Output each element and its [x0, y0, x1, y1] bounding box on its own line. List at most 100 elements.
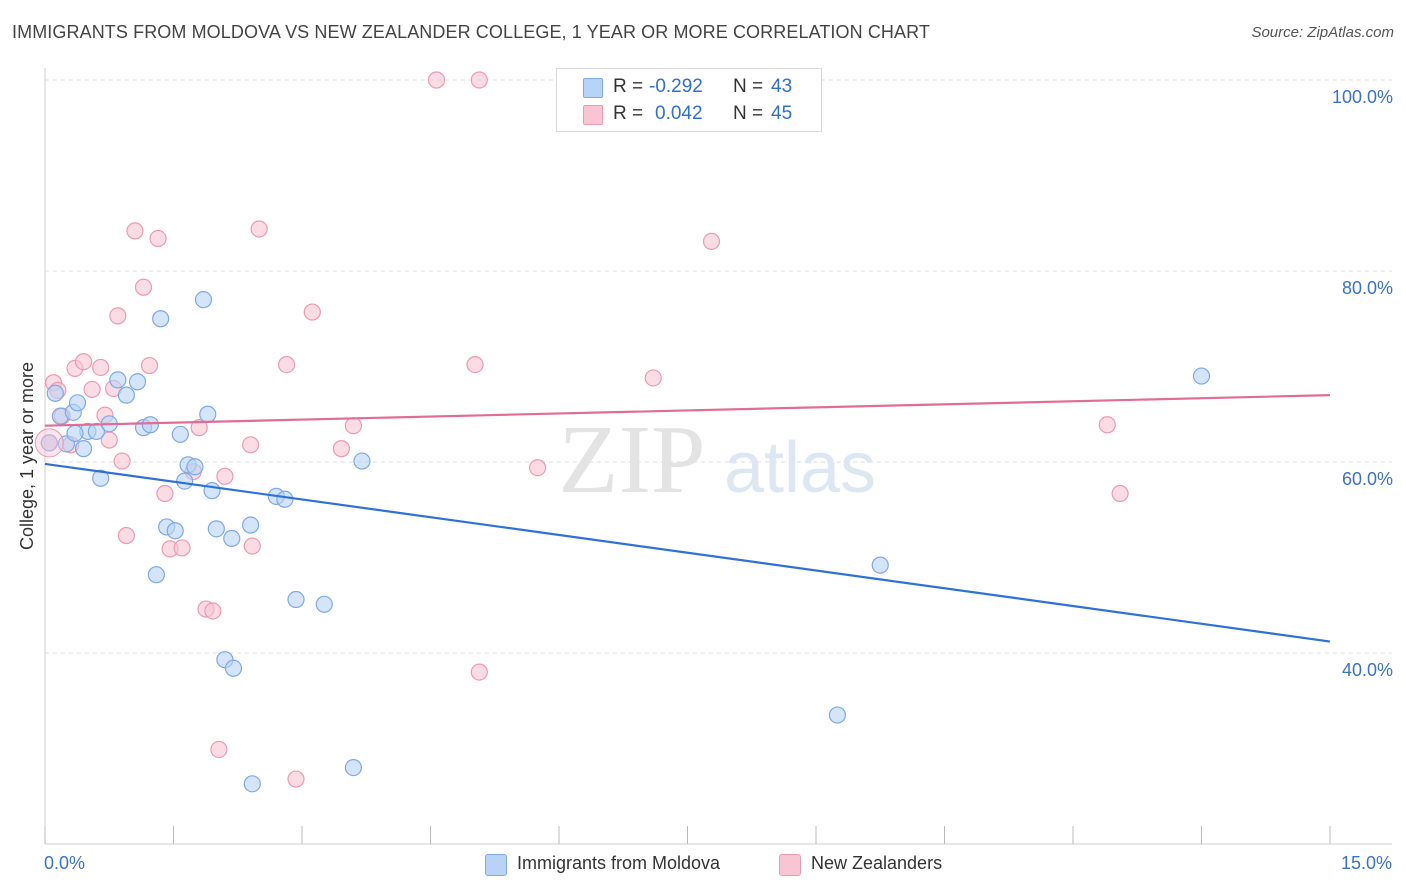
nz-point [287, 770, 305, 788]
y-axis-label: College, 1 year or more [17, 362, 37, 550]
legend-swatch-blue [485, 854, 507, 876]
nz-point [1111, 484, 1129, 503]
moldova-point [128, 373, 147, 391]
moldova-point [223, 529, 241, 548]
nz-trendline [44, 394, 1331, 427]
nz-point [277, 355, 296, 374]
watermark-atlas: atlas [724, 428, 876, 508]
legend-swatch-blue [583, 78, 603, 98]
y-tick-label: 100.0% [1332, 87, 1393, 107]
moldova-point [287, 590, 305, 609]
moldova-point [171, 425, 189, 443]
legend-r-value: -0.292 [649, 76, 703, 97]
watermark-zip: ZIP [559, 406, 706, 514]
moldova-point [68, 394, 87, 412]
x-tick-label-min: 0.0% [44, 853, 85, 873]
legend-swatch-pink [583, 105, 603, 125]
moldova-point [186, 458, 204, 476]
nz-point [149, 229, 167, 248]
y-tick-label: 40.0% [1342, 660, 1393, 680]
legend-n-value: 45 [771, 103, 793, 124]
moldova-point [176, 472, 194, 490]
moldova-point [207, 520, 225, 538]
nz-point [242, 436, 260, 454]
nz-point [644, 369, 662, 387]
nz-point [216, 467, 234, 485]
nz-point [156, 484, 174, 503]
moldova-point [344, 758, 362, 777]
nz-point [250, 220, 268, 238]
legend-label-nz: New Zealanders [811, 853, 943, 873]
nz-point [113, 452, 131, 470]
moldova-point [166, 522, 184, 540]
grid-layer [45, 79, 1392, 654]
trend-layer [44, 394, 1331, 643]
moldova-point [152, 310, 170, 328]
legend-label-moldova: Immigrants from Moldova [517, 853, 721, 873]
moldova-point [203, 482, 221, 500]
nz-point [702, 232, 721, 250]
y-tick-labels: 40.0% 60.0% 80.0% 100.0% [1332, 87, 1393, 680]
nz-point [92, 358, 110, 377]
nz-point [190, 419, 208, 437]
moldova-point [224, 659, 243, 677]
moldova-point [92, 469, 110, 487]
nz-point [427, 71, 446, 89]
legend-swatch-pink [779, 854, 801, 876]
nz-point [303, 303, 321, 321]
nz-point [344, 417, 362, 435]
moldova-trendline [44, 462, 1331, 643]
moldova-point [40, 434, 58, 452]
legend-n-label: N = [733, 76, 764, 97]
nz-point [470, 71, 488, 89]
moldova-point [66, 424, 84, 442]
moldova-point [109, 371, 127, 389]
nz-point [210, 740, 228, 759]
chart-title: IMMIGRANTS FROM MOLDOVA VS NEW ZEALANDER… [12, 22, 931, 42]
moldova-point [1192, 367, 1211, 385]
source-label: Source: ZipAtlas.com [1251, 24, 1394, 41]
legend-n-label: N = [733, 103, 764, 124]
points-layer [34, 71, 1211, 793]
nz-point [140, 356, 159, 375]
nz-point [117, 526, 135, 545]
moldova-point [46, 384, 64, 402]
nz-point [173, 539, 191, 557]
nz-point [109, 307, 127, 325]
moldova-point [276, 490, 294, 508]
nz-point-cluster [34, 428, 64, 458]
legend-r-label: R = [613, 76, 644, 97]
axis-layer [44, 68, 1392, 845]
moldova-point [74, 440, 93, 458]
moldova-point [871, 556, 889, 574]
nz-point [243, 537, 261, 555]
moldova-point [315, 595, 333, 613]
moldova-point [141, 416, 159, 434]
moldova-point [117, 386, 135, 404]
nz-point [1098, 416, 1116, 434]
nz-point [470, 663, 488, 681]
moldova-point [194, 291, 213, 309]
moldova-point [243, 775, 261, 793]
y-tick-label: 80.0% [1342, 278, 1393, 298]
moldova-point [353, 452, 371, 470]
legend-n-value: 43 [771, 76, 793, 97]
nz-point [74, 353, 93, 371]
moldova-point [828, 706, 847, 724]
legend-r-label: R = [613, 103, 644, 124]
moldova-point [199, 405, 217, 423]
nz-point [83, 380, 101, 399]
moldova-point [147, 566, 165, 584]
y-tick-label: 60.0% [1342, 469, 1393, 489]
nz-point [204, 602, 222, 620]
nz-point [466, 355, 484, 374]
moldova-point [242, 516, 260, 534]
nz-point [332, 440, 351, 458]
nz-point [134, 278, 153, 296]
correlation-legend: R = -0.292 N = 43 R = 0.042 N = 45 [556, 68, 822, 132]
nz-point [528, 459, 547, 477]
legend-r-value: 0.042 [655, 103, 703, 124]
nz-point [126, 222, 144, 240]
x-tick-label-max: 15.0% [1341, 853, 1392, 873]
